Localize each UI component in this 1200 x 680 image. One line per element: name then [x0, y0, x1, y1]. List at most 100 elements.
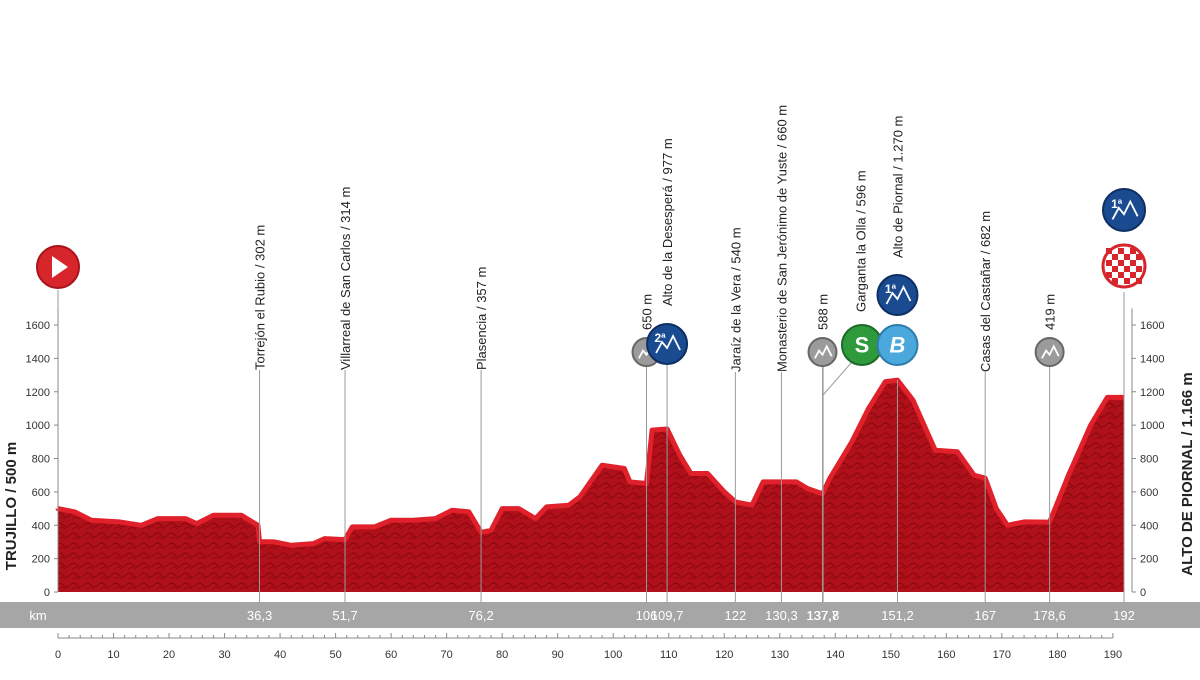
- y-tick-label-right: 400: [1140, 520, 1158, 532]
- km-value: 130,3: [765, 608, 798, 623]
- y-tick-label-left: 400: [32, 520, 50, 532]
- mountain-cat3-icon: [807, 337, 838, 367]
- finish-flag-square: [1136, 266, 1142, 272]
- badge-text: S: [855, 333, 870, 358]
- x-tick-label: 10: [107, 649, 119, 661]
- mountain-cat2-icon: [646, 323, 689, 365]
- x-tick-label: 60: [385, 649, 397, 661]
- mountain-glyph: [885, 284, 912, 305]
- waypoint-label: Monasterio de San Jerónimo de Yuste / 66…: [774, 105, 789, 372]
- mountain-cat3-icon: [1034, 337, 1065, 367]
- waypoint-label: Alto de Piornal / 1.270 m: [890, 116, 905, 258]
- y-tick-label-right: 0: [1140, 587, 1146, 599]
- km-value: 151,2: [881, 608, 914, 623]
- km-band: [0, 602, 1200, 628]
- y-tick-label-left: 1200: [26, 387, 50, 399]
- badge-text: 2ª: [655, 331, 667, 345]
- km-value: 167: [974, 608, 996, 623]
- x-tick-label: 30: [218, 649, 230, 661]
- km-value: 109,7: [651, 608, 684, 623]
- finish-flag-square: [1118, 260, 1124, 266]
- x-tick-label: 90: [552, 649, 564, 661]
- finish-flag-icon: [1101, 243, 1147, 289]
- waypoint-label: 419 m: [1043, 294, 1058, 330]
- y-tick-label-right: 1000: [1140, 420, 1164, 432]
- y-tick-label-left: 800: [32, 454, 50, 466]
- x-tick-label: 110: [660, 649, 678, 661]
- y-tick-label-left: 200: [32, 554, 50, 566]
- finish-flag-square: [1136, 254, 1142, 260]
- km-value: 178,6: [1033, 608, 1066, 623]
- y-tick-label-right: 1400: [1140, 353, 1164, 365]
- x-tick-label: 150: [882, 649, 900, 661]
- waypoint-label: Garganta la Olla / 596 m: [853, 170, 868, 312]
- finish-flag-square: [1124, 278, 1130, 284]
- finish-flag-square: [1130, 272, 1136, 278]
- km-value: 36,3: [247, 608, 272, 623]
- waypoint-label: Alto de la Desesperá / 977 m: [660, 138, 675, 306]
- waypoint-label: 588 m: [816, 294, 831, 330]
- y-tick-label-right: 1600: [1140, 320, 1164, 332]
- x-tick-label: 170: [993, 649, 1011, 661]
- y-tick-label-right: 600: [1140, 487, 1158, 499]
- finish-flag-square: [1112, 266, 1118, 272]
- km-value: 137,8: [807, 608, 840, 623]
- profile-ridge-line: [55, 377, 1124, 548]
- x-tick-label: 120: [715, 649, 733, 661]
- y-tick-label-left: 600: [32, 487, 50, 499]
- waypoint-label: Jaraíz de la Vera / 540 m: [728, 227, 743, 372]
- waypoint-label: Plasencia / 357 m: [474, 267, 489, 370]
- waypoint-label: 650 m: [640, 294, 655, 330]
- km-value: 192: [1113, 608, 1135, 623]
- mountain-glyph: [1041, 344, 1060, 359]
- play-arrow-icon: [52, 256, 68, 278]
- mountain-cat1-icon: [876, 274, 919, 316]
- y-tick-label-right: 200: [1140, 554, 1158, 566]
- x-tick-label: 20: [163, 649, 175, 661]
- finish-flag-square: [1112, 254, 1118, 260]
- finish-flag-square: [1124, 266, 1130, 272]
- mountain-glyph: [1111, 199, 1139, 220]
- km-value: 122: [725, 608, 747, 623]
- finish-flag-square: [1118, 248, 1124, 254]
- x-tick-label: 80: [496, 649, 508, 661]
- finish-flag-square: [1112, 278, 1118, 284]
- start-town-label: TRUJILLO / 500 m: [3, 442, 20, 570]
- waypoint-label: Villarreal de San Carlos / 314 m: [338, 187, 353, 370]
- mountain-cat1-icon: [1102, 188, 1146, 232]
- km-value: 76,2: [468, 608, 493, 623]
- mountain-glyph: [655, 333, 681, 354]
- badge-text: B: [890, 333, 906, 358]
- km-band-label: km: [29, 608, 46, 623]
- finish-flag-square: [1106, 248, 1112, 254]
- km-value: 137,7: [806, 608, 839, 623]
- badge-text: 1ª: [885, 282, 897, 296]
- finish-town-label: ALTO DE PIORNAL / 1.166 m: [1179, 372, 1196, 575]
- bonus-icon: [876, 324, 919, 366]
- finish-flag-square: [1136, 278, 1142, 284]
- waypoint-label: Torrejón el Rubio / 302 m: [253, 225, 268, 370]
- km-value: 106: [636, 608, 658, 623]
- mountain-glyph: [814, 344, 833, 359]
- x-tick-label: 40: [274, 649, 286, 661]
- x-tick-label: 140: [826, 649, 844, 661]
- y-tick-label-left: 0: [44, 587, 50, 599]
- x-tick-label: 70: [441, 649, 453, 661]
- finish-flag-square: [1106, 272, 1112, 278]
- x-tick-label: 50: [329, 649, 341, 661]
- finish-flag-square: [1130, 248, 1136, 254]
- finish-flag-square: [1118, 272, 1124, 278]
- badge-text: 1ª: [1111, 197, 1123, 211]
- km-value: 51,7: [332, 608, 357, 623]
- x-tick-label: 180: [1048, 649, 1066, 661]
- x-tick-label: 0: [55, 649, 61, 661]
- finish-flag-square: [1124, 254, 1130, 260]
- x-tick-label: 100: [604, 649, 622, 661]
- sprint-leader-line: [822, 361, 853, 396]
- y-tick-label-right: 800: [1140, 454, 1158, 466]
- y-tick-label-right: 1200: [1140, 387, 1164, 399]
- y-tick-label-left: 1600: [26, 320, 50, 332]
- finish-flag-square: [1130, 260, 1136, 266]
